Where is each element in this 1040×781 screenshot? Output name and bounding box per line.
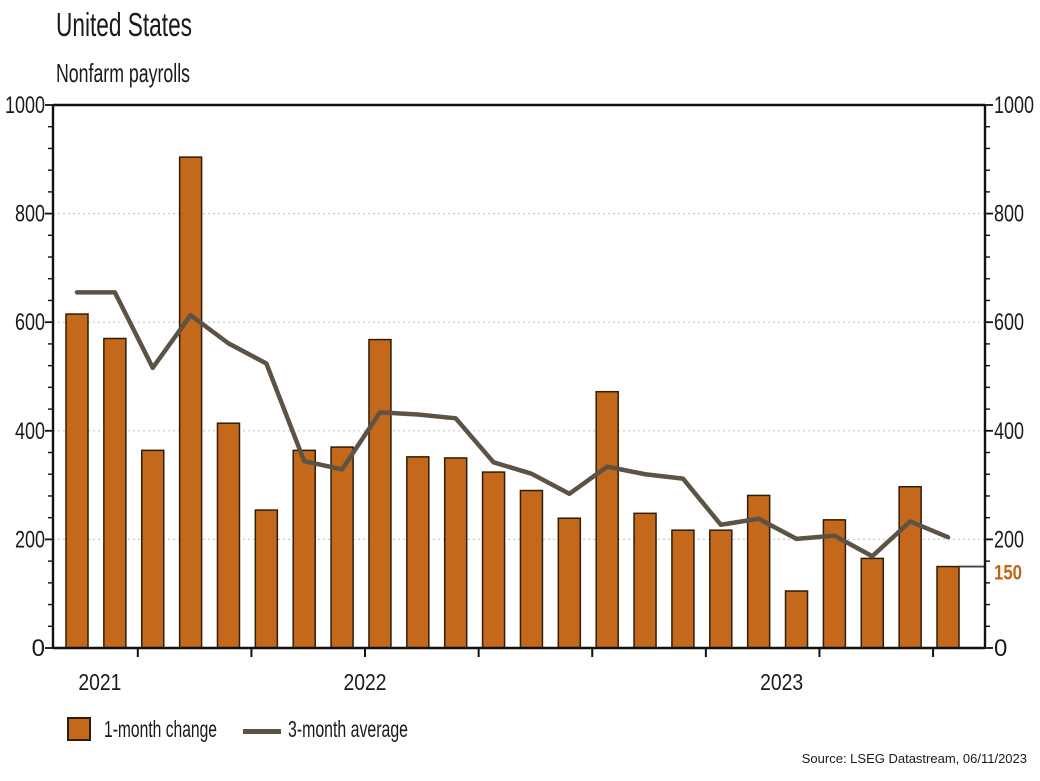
y-axis-label-right-600: 600: [994, 309, 1024, 336]
bar-Apr-22: [254, 509, 279, 649]
plot-layer: 150 0 0 200 200 400 400 600 600 800 800 1000 1000 202…: [5, 92, 1034, 695]
bar-Jul-22: [368, 338, 392, 649]
bar-Jun-22: [330, 446, 354, 649]
bar-Feb-22: [178, 156, 203, 649]
legend-line-label: 3-month average: [288, 716, 408, 742]
y-axis-label-right-400: 400: [994, 418, 1024, 445]
y-axis-label-left-400: 400: [15, 418, 45, 445]
y-axis-label-left-0: 0: [32, 635, 45, 662]
chart-subtitle: Nonfarm payrolls: [56, 58, 190, 88]
bar-Oct-22: [481, 471, 506, 649]
bar-Jan-22: [140, 449, 165, 649]
bar-Jan-23: [595, 390, 619, 649]
y-axis-label-right-800: 800: [994, 201, 1024, 228]
bar-Feb-23: [633, 512, 657, 649]
legend-bar-swatch: [67, 717, 91, 741]
last-value-label: 150: [994, 562, 1022, 585]
y-axis-label-left-200: 200: [15, 526, 45, 553]
y-axis-label-right-200: 200: [994, 526, 1024, 553]
bar-Apr-23: [709, 529, 733, 649]
y-axis-label-left-1000: 1000: [5, 92, 45, 119]
legend-line-swatch: [243, 729, 281, 734]
bar-Sep-22: [443, 457, 468, 649]
bar-Aug-22: [406, 456, 430, 649]
bar-Mar-22: [216, 422, 241, 649]
chart-title: United States: [56, 6, 192, 43]
source-note: Source: LSEG Datastream, 06/11/2023: [802, 751, 1027, 766]
bar-Dec-21: [103, 337, 127, 649]
y-axis-label-right-0: 0: [994, 635, 1007, 662]
bar-Nov-21: [65, 313, 89, 649]
bar-Mar-23: [671, 529, 695, 649]
x-axis-year-label-2022: 2022: [344, 669, 387, 695]
chart-legend: 1-month change 3-month average: [67, 716, 408, 742]
y-axis-label-left-800: 800: [15, 201, 45, 228]
y-axis-label-right-1000: 1000: [994, 92, 1034, 119]
three-month-average-line: [74, 290, 951, 559]
legend-bar-label: 1-month change: [104, 716, 217, 742]
bar-Jun-23: [784, 590, 809, 649]
bar-Dec-22: [557, 517, 582, 649]
y-axis-label-left-600: 600: [15, 309, 45, 336]
bar-Nov-22: [519, 489, 544, 649]
x-axis-year-label-2021: 2021: [78, 669, 121, 695]
bar-May-22: [292, 449, 316, 649]
bar-Sep-23: [898, 485, 922, 649]
bar-Aug-23: [860, 557, 885, 649]
x-axis-year-label-2023: 2023: [760, 669, 803, 695]
bar-Oct-23: [936, 565, 960, 649]
